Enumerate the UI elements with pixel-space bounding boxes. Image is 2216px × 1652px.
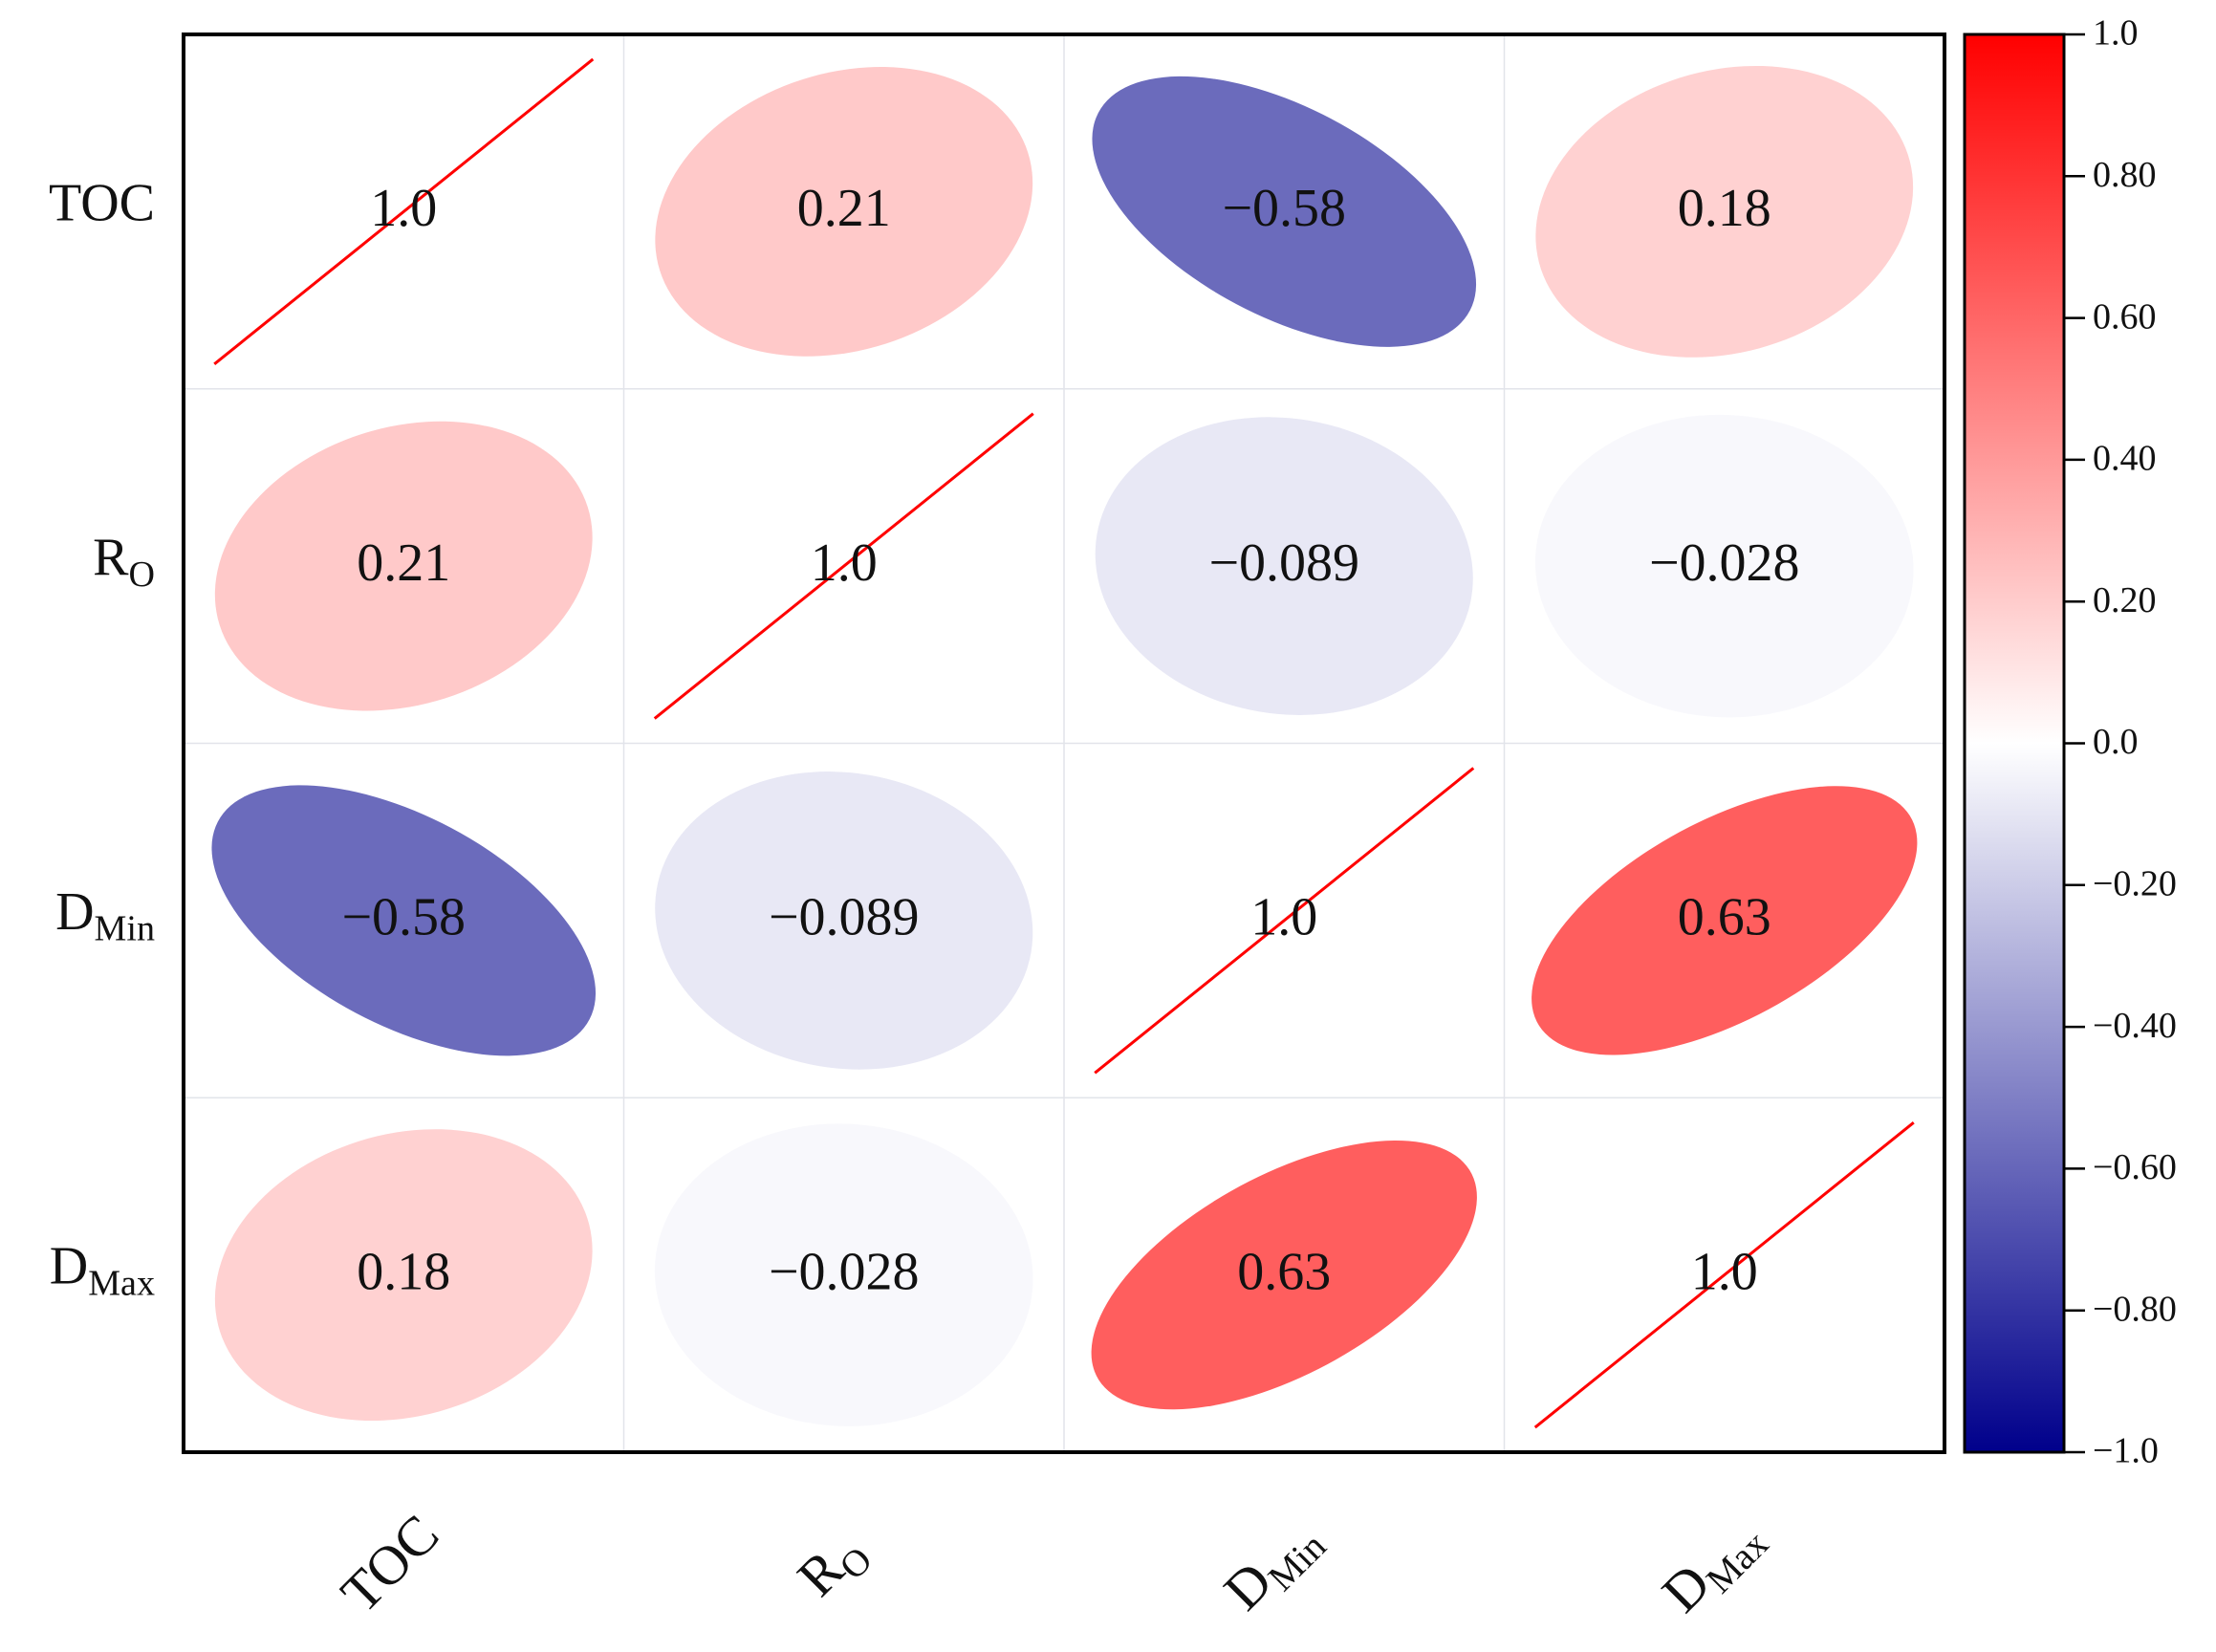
x-axis-label-group: DMin	[1212, 1505, 1335, 1627]
colorbar-tick-label: −0.80	[2093, 1289, 2177, 1329]
value-label: −0.089	[1208, 533, 1359, 593]
cell-2-0: −0.58	[211, 785, 597, 1056]
value-label: 0.18	[1678, 179, 1771, 238]
colorbar-tick-label: 0.20	[2093, 580, 2157, 620]
x-axis-label-group: DMax	[1650, 1503, 1777, 1630]
correlation-ellipse-mark	[1532, 786, 1918, 1055]
x-axis-label: DMin	[1212, 1505, 1335, 1627]
correlation-ellipse-mark	[214, 1129, 593, 1422]
colorbar-tick-label: 0.60	[2093, 296, 2157, 337]
var-label-base: TOC	[329, 1503, 450, 1624]
x-axis-label: TOC	[329, 1503, 450, 1624]
cell-1-3: −0.028	[1534, 414, 1914, 718]
value-label: 0.21	[797, 179, 891, 238]
x-axis-labels: TOC RO DMin DMax	[329, 1503, 1777, 1630]
cell-1-2: −0.089	[1095, 417, 1473, 715]
colorbar-tick-label: 0.40	[2093, 439, 2157, 479]
x-axis-label: DMax	[1650, 1503, 1777, 1630]
colorbar: 1.0 0.80 0.60 0.40 0.20 0.0 −0.20 −0.40 −0.60 −0.…	[1963, 13, 2177, 1471]
correlation-ellipse-mark	[655, 772, 1033, 1070]
value-label: 1.0	[811, 533, 878, 593]
value-label: 1.0	[1250, 888, 1317, 947]
diagonal-line-mark	[1094, 767, 1475, 1075]
colorbar-tick-label: −0.60	[2093, 1147, 2177, 1187]
matrix-cells: 1.0 0.21 −0.58 0.18 0.21 1.0 −0.089 −0.028 −0.58…	[211, 57, 1918, 1429]
value-label: −0.028	[1649, 533, 1800, 593]
diagonal-line-mark	[653, 412, 1034, 720]
var-label-base: TOC	[49, 173, 155, 232]
cell-3-0: 0.18	[214, 1129, 593, 1422]
cell-0-0: 1.0	[213, 57, 595, 365]
value-label: 0.63	[1678, 888, 1771, 947]
y-axis-label: DMax	[50, 1236, 155, 1303]
y-axis-label: TOC	[49, 173, 155, 232]
cell-1-0: 0.21	[214, 421, 593, 711]
cell-2-1: −0.089	[655, 772, 1033, 1070]
diagonal-line-mark	[213, 57, 595, 365]
cell-1-1: 1.0	[653, 412, 1034, 720]
cell-3-2: 0.63	[1091, 1141, 1477, 1410]
var-label-subscript: Min	[95, 908, 155, 948]
value-label: −0.089	[769, 888, 920, 947]
colorbar-tick-label: 0.80	[2093, 155, 2157, 195]
x-axis-label: RO	[786, 1519, 880, 1614]
correlation-ellipse-mark	[1535, 65, 1914, 358]
cell-3-1: −0.028	[654, 1123, 1033, 1426]
plot-frame	[182, 33, 1946, 1454]
cell-3-3: 1.0	[1533, 1121, 1915, 1429]
cell-0-1: 0.21	[655, 67, 1033, 357]
grid-lines	[184, 34, 1944, 1452]
value-label: 0.63	[1237, 1242, 1331, 1301]
value-label: −0.028	[769, 1242, 920, 1301]
colorbar-tick-label: 1.0	[2093, 13, 2139, 54]
correlation-ellipse-mark	[1091, 1141, 1477, 1410]
var-label-subscript: Max	[88, 1263, 155, 1303]
value-label: 0.21	[357, 533, 450, 593]
correlation-ellipse-mark	[214, 421, 593, 711]
colorbar-tick-label: −0.20	[2093, 864, 2177, 904]
y-axis-label: DMin	[55, 882, 155, 949]
colorbar-tick-label: −0.40	[2093, 1006, 2177, 1046]
colorbar-gradient	[1963, 33, 2066, 1454]
x-axis-label-group: TOC	[329, 1503, 450, 1624]
value-label: 1.0	[1691, 1242, 1758, 1301]
correlation-ellipse-mark	[655, 67, 1033, 357]
colorbar-tick-label: 0.0	[2093, 722, 2139, 762]
cell-0-3: 0.18	[1535, 65, 1914, 358]
value-label: −0.58	[341, 888, 466, 947]
cell-2-3: 0.63	[1532, 786, 1918, 1055]
correlation-ellipse-mark	[1095, 417, 1473, 715]
y-axis-label: RO	[93, 528, 155, 595]
diagonal-line-mark	[1533, 1121, 1915, 1429]
var-label-base: D	[55, 882, 94, 942]
var-label-subscript: O	[129, 554, 156, 595]
cell-0-2: −0.58	[1092, 76, 1477, 347]
correlation-ellipse-mark	[1534, 414, 1914, 718]
value-label: −0.58	[1222, 179, 1346, 238]
correlation-ellipse-mark	[654, 1123, 1033, 1426]
x-axis-label-group: RO	[786, 1519, 880, 1614]
correlation-ellipse-mark	[211, 785, 597, 1056]
value-label: 0.18	[357, 1242, 450, 1301]
colorbar-tick-label: −1.0	[2093, 1431, 2159, 1471]
correlation-ellipse-mark	[1092, 76, 1477, 347]
var-label-base: R	[93, 528, 129, 587]
value-label: 1.0	[370, 179, 437, 238]
var-label-base: D	[50, 1236, 88, 1295]
cell-2-2: 1.0	[1094, 767, 1475, 1075]
